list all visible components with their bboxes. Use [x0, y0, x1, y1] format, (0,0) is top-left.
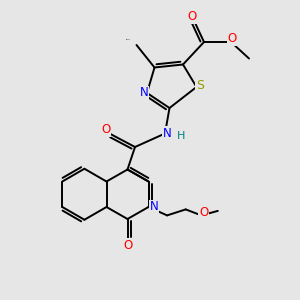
- Text: S: S: [196, 79, 204, 92]
- Text: H: H: [177, 131, 186, 141]
- Text: O: O: [228, 32, 237, 45]
- Text: N: N: [140, 86, 148, 100]
- Text: O: O: [101, 123, 110, 136]
- Text: O: O: [188, 10, 196, 23]
- Text: N: N: [149, 200, 158, 214]
- Text: N: N: [163, 127, 172, 140]
- Text: O: O: [123, 238, 132, 252]
- Text: methyl: methyl: [126, 39, 130, 40]
- Text: O: O: [199, 206, 208, 219]
